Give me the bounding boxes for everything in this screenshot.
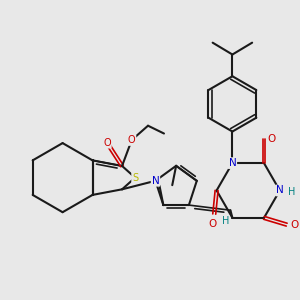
Text: N: N (229, 158, 236, 168)
Text: O: O (290, 220, 299, 230)
Text: O: O (268, 134, 276, 144)
Text: N: N (152, 176, 159, 186)
Text: O: O (103, 138, 111, 148)
Text: O: O (128, 135, 136, 145)
Text: H: H (288, 188, 295, 197)
Text: S: S (132, 172, 138, 183)
Text: H: H (222, 216, 229, 226)
Text: N: N (276, 185, 284, 196)
Text: O: O (208, 219, 216, 229)
